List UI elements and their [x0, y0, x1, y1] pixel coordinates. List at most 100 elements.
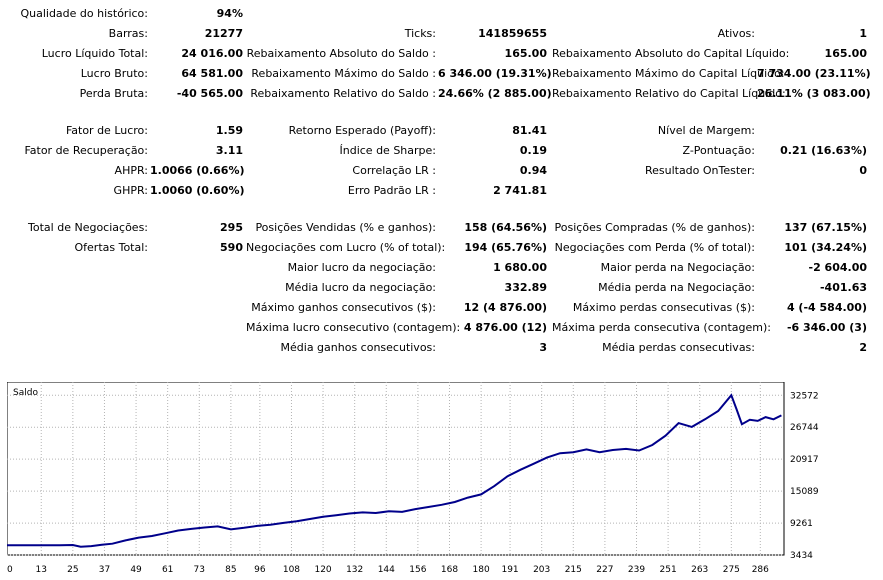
- max-dd-equity-label: Rebaixamento Máximo do Capital Líquido:: [552, 67, 785, 80]
- x-tick-label: 203: [533, 565, 550, 575]
- assets-value: 1: [859, 27, 867, 40]
- y-tick-label: 9261: [790, 519, 813, 529]
- x-tick-label: 156: [409, 565, 426, 575]
- chart-title: Saldo: [13, 388, 38, 398]
- x-tick-label: 239: [628, 565, 645, 575]
- quality-value: 94%: [216, 7, 243, 20]
- stat-row-9: GHPR: 1.0060 (0.60%) Erro Padrão LR : 2 …: [0, 183, 883, 199]
- short-positions-value: 158 (64.56%): [464, 221, 547, 234]
- expected-payoff-value: 81.41: [512, 124, 547, 137]
- avg-consecutive-losses-value: 2: [859, 341, 867, 354]
- lr-error-value: 2 741.81: [493, 184, 547, 197]
- stat-row-3: Lucro Líquido Total: 24 016.00 Rebaixame…: [0, 46, 883, 62]
- stat-row-7: Fator de Recuperação: 3.11 Índice de Sha…: [0, 143, 883, 159]
- gross-loss-value: -40 565.00: [176, 87, 243, 100]
- lr-error-label: Erro Padrão LR :: [347, 184, 436, 197]
- recovery-factor-label: Fator de Recuperação:: [24, 144, 148, 157]
- abs-dd-equity-label: Rebaixamento Absoluto do Capital Líquido…: [552, 47, 790, 60]
- x-tick-label: 49: [130, 565, 142, 575]
- x-tick-label: 96: [254, 565, 266, 575]
- max-consecutive-losses-value: 4 (-4 584.00): [786, 301, 867, 314]
- abs-dd-balance-label: Rebaixamento Absoluto do Saldo :: [246, 47, 436, 60]
- x-tick-label: 180: [473, 565, 490, 575]
- ontester-label: Resultado OnTester:: [644, 164, 755, 177]
- long-positions-value: 137 (67.15%): [784, 221, 867, 234]
- stat-row-2: Barras: 21277 Ticks: 141859655 Ativos: 1: [0, 26, 883, 42]
- balance-line: [7, 393, 782, 548]
- x-tick-label: 37: [99, 565, 110, 575]
- sharpe-label: Índice de Sharpe:: [339, 144, 437, 157]
- ahpr-label: AHPR:: [114, 164, 148, 177]
- lr-correlation-value: 0.94: [519, 164, 547, 177]
- y-tick-label: 3434: [790, 551, 813, 561]
- avg-profit-value: 332.89: [504, 281, 547, 294]
- stat-row-11: Ofertas Total: 590 Negociações com Lucro…: [0, 240, 883, 256]
- loss-trades-label: Negociações com Perda (% of total):: [554, 241, 755, 254]
- stat-row-6: Fator de Lucro: 1.59 Retorno Esperado (P…: [0, 123, 883, 139]
- max-dd-balance-value: 6 346.00 (19.31%): [438, 67, 552, 80]
- ahpr-value: 1.0066 (0.66%): [150, 164, 245, 177]
- total-trades-label: Total de Negociações:: [28, 221, 148, 234]
- y-tick-label: 32572: [790, 391, 819, 401]
- gross-profit-label: Lucro Bruto:: [80, 67, 148, 80]
- loss-trades-value: 101 (34.24%): [784, 241, 867, 254]
- total-deals-value: 590: [220, 241, 243, 254]
- net-profit-value: 24 016.00: [181, 47, 243, 60]
- bars-value: 21277: [204, 27, 243, 40]
- max-consecutive-losses-label: Máximo perdas consecutivas ($):: [572, 301, 755, 314]
- stat-row-10: Total de Negociações: 295 Posições Vendi…: [0, 220, 883, 236]
- avg-profit-label: Média lucro da negociação:: [285, 281, 436, 294]
- y-tick-label: 26744: [790, 423, 819, 433]
- avg-loss-value: -401.63: [819, 281, 867, 294]
- profit-trades-label: Negociações com Lucro (% of total):: [246, 241, 446, 254]
- margin-level-label: Nível de Margem:: [657, 124, 755, 137]
- ticks-value: 141859655: [478, 27, 547, 40]
- stat-row-12: Maior lucro da negociação: 1 680.00 Maio…: [0, 260, 883, 276]
- abs-dd-balance-value: 165.00: [504, 47, 547, 60]
- x-tick-label: 13: [36, 565, 47, 575]
- total-deals-label: Ofertas Total:: [74, 241, 149, 254]
- stat-row-5: Perda Bruta: -40 565.00 Rebaixamento Rel…: [0, 86, 883, 102]
- largest-loss-label: Maior perda na Negociação:: [600, 261, 755, 274]
- x-tick-label: 73: [194, 565, 205, 575]
- x-tick-label: 227: [596, 565, 613, 575]
- stat-row-8: AHPR: 1.0066 (0.66%) Correlação LR : 0.9…: [0, 163, 883, 179]
- gross-loss-label: Perda Bruta:: [79, 87, 148, 100]
- x-tick-label: 85: [225, 565, 236, 575]
- lr-correlation-label: Correlação LR :: [352, 164, 436, 177]
- stat-row-16: Média ganhos consecutivos: 3 Média perda…: [0, 340, 883, 356]
- max-dd-balance-label: Rebaixamento Máximo do Saldo :: [251, 67, 436, 80]
- max-consecutive-profit-label: Máxima lucro consecutivo (contagem):: [246, 321, 461, 334]
- abs-dd-equity-value: 165.00: [824, 47, 867, 60]
- profit-factor-value: 1.59: [215, 124, 243, 137]
- largest-profit-value: 1 680.00: [493, 261, 547, 274]
- max-consecutive-wins-label: Máximo ganhos consecutivos ($):: [251, 301, 436, 314]
- ghpr-label: GHPR:: [113, 184, 148, 197]
- rel-dd-equity-label: Rebaixamento Relativo do Capital Líquido…: [552, 87, 786, 100]
- max-dd-equity-value: 7 734.00 (23.11%): [757, 67, 871, 80]
- stat-row-1: Qualidade do histórico: 94%: [0, 6, 883, 22]
- max-consecutive-loss-label: Máxima perda consecutiva (contagem):: [552, 321, 771, 334]
- stat-row-13: Média lucro da negociação: 332.89 Média …: [0, 280, 883, 296]
- ontester-value: 0: [859, 164, 867, 177]
- x-tick-label: 263: [691, 565, 708, 575]
- ghpr-value: 1.0060 (0.60%): [150, 184, 245, 197]
- largest-loss-value: -2 604.00: [808, 261, 868, 274]
- x-tick-label: 132: [346, 565, 363, 575]
- gross-profit-value: 64 581.00: [181, 67, 243, 80]
- x-tick-label: 144: [378, 565, 395, 575]
- avg-consecutive-wins-label: Média ganhos consecutivos:: [280, 341, 436, 354]
- sharpe-value: 0.19: [519, 144, 547, 157]
- z-score-value: 0.21 (16.63%): [780, 144, 867, 157]
- plot-frame: [7, 382, 785, 556]
- max-consecutive-loss-value: -6 346.00 (3): [786, 321, 867, 334]
- x-tick-label: 120: [314, 565, 331, 575]
- z-score-label: Z-Pontuação:: [682, 144, 755, 157]
- x-tick-label: 61: [162, 565, 173, 575]
- y-tick-label: 20917: [790, 455, 819, 465]
- profit-factor-label: Fator de Lucro:: [65, 124, 148, 137]
- balance-chart-svg: Saldo 32572 26744 20917 15089 9261 3434 0 13 25…: [7, 382, 819, 575]
- quality-label: Qualidade do histórico:: [20, 7, 148, 20]
- x-tick-label: 215: [565, 565, 582, 575]
- rel-dd-balance-label: Rebaixamento Relativo do Saldo :: [250, 87, 436, 100]
